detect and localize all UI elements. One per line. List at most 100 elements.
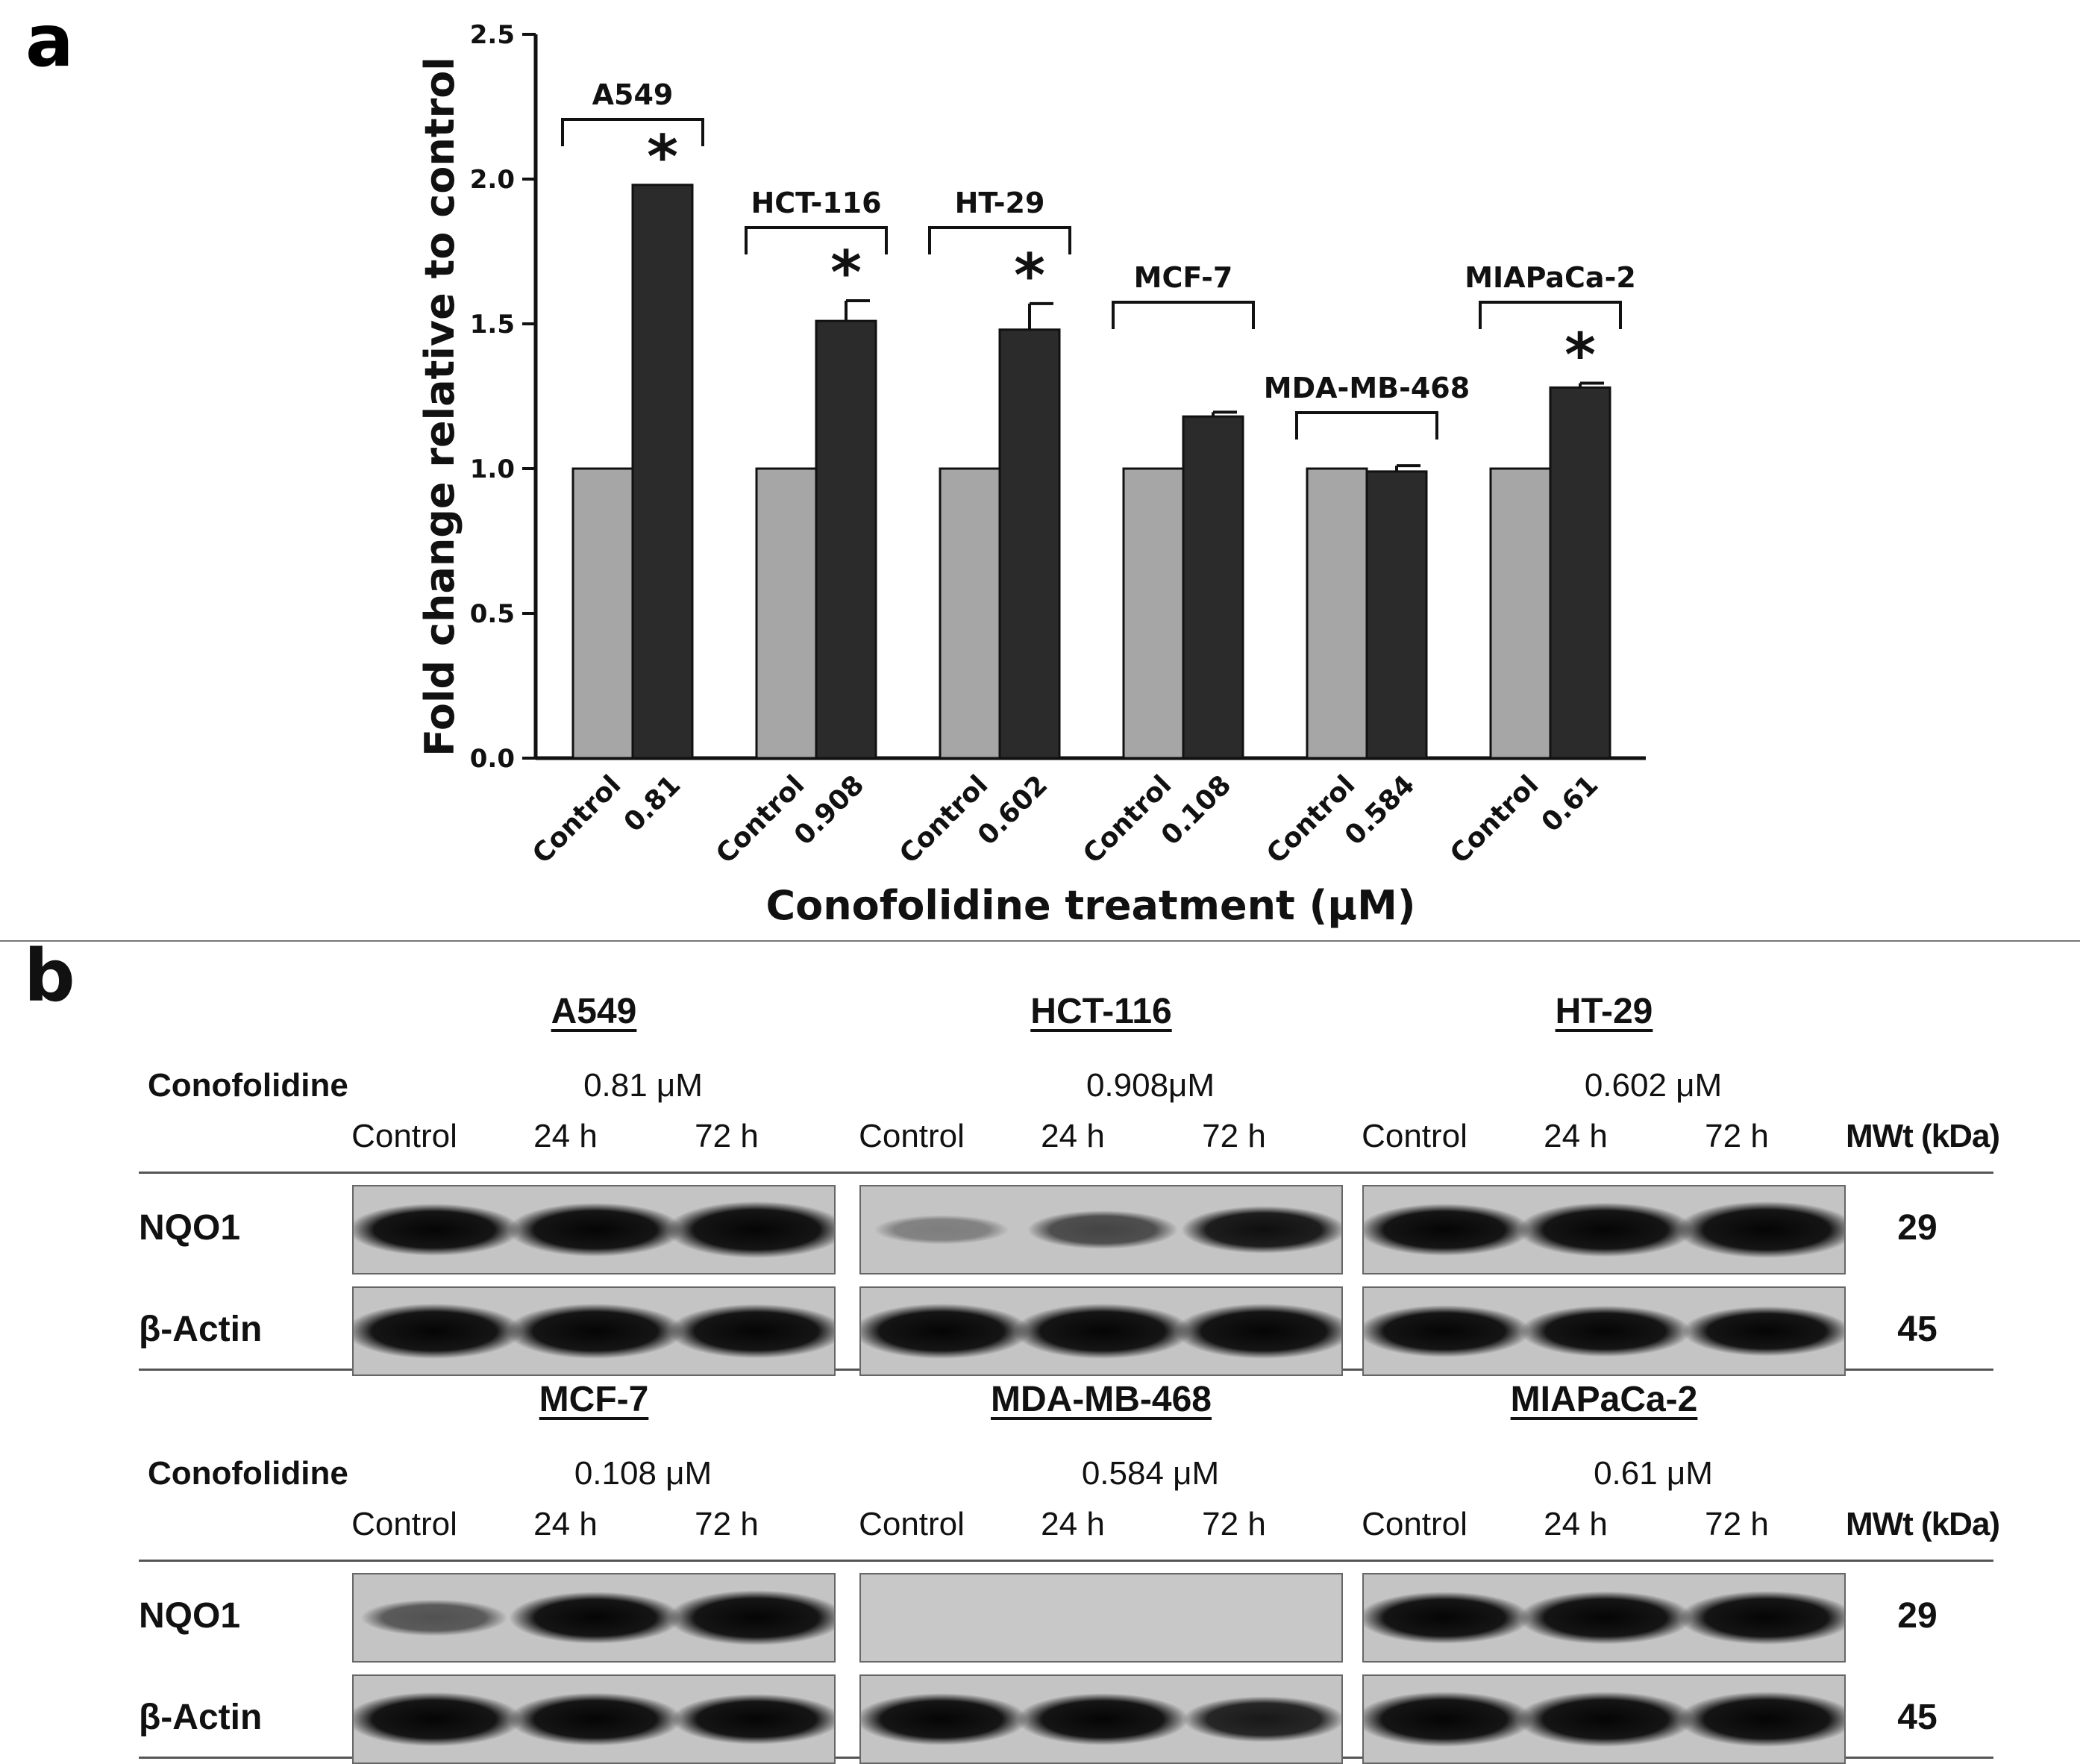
group-label-A549: A549 [592,78,674,111]
blot-band [668,1590,834,1645]
lane-label: 24 h [533,1118,598,1154]
molecular-weight: 45 [1897,1310,1938,1349]
panel-letter-a: a [25,0,74,83]
panel-letter-b: b [24,934,75,1018]
bar-chart: a 0.00.51.01.52.02.5Control0.81A549*Cont… [25,0,1646,929]
bar-HCT-116-control [755,467,818,760]
lane-label: 24 h [1544,1118,1608,1154]
blot-band [1175,1304,1341,1359]
blot-image [874,1206,1341,1254]
group-label-MCF-7: MCF-7 [1134,261,1233,294]
blot-strip-actin [859,1674,1343,1764]
significance-star: * [647,122,678,192]
bar-MDA-MB-468-control [1306,467,1368,760]
x-axis-title: Conofolidine treatment (μM) [765,882,1415,929]
cell-line-name: HT-29 [1555,992,1653,1031]
blot-band [1364,1204,1531,1256]
treatment-label: Conofolidine [148,1455,348,1492]
significance-star: * [1564,321,1596,390]
lane-label: Control [351,1118,457,1154]
blot-band [1013,1304,1192,1359]
blot-band [1679,1591,1844,1645]
blot-strip-nqo1 [352,1573,836,1663]
lane-label: 72 h [1202,1506,1266,1542]
bar-MCF-7-control [1122,467,1185,760]
group-bracket [1295,411,1438,440]
lane-label: 72 h [1202,1118,1266,1154]
blot-image [1364,1591,1844,1645]
blot-band [354,1204,521,1256]
blot-band [1027,1210,1178,1249]
lane-label: 72 h [695,1118,759,1154]
molecular-weight: 29 [1897,1596,1938,1636]
lane-label: Control [859,1506,965,1542]
blot-band [507,1203,683,1257]
group-bracket [1479,301,1622,329]
blot-band [1181,1206,1341,1254]
blot-image [354,1304,834,1359]
blot-band [1682,1306,1844,1357]
protein-label: NQO1 [139,1596,241,1636]
blot-band [668,1304,834,1359]
cell-line-name: MCF-7 [539,1380,649,1419]
lane-label: 72 h [1705,1506,1769,1542]
header-divider [139,1560,1993,1562]
group-bracket [928,226,1071,254]
bar-MIAPaCa-2-control [1489,467,1552,760]
blot-band [861,1304,1030,1359]
blot-strip-nqo1 [1362,1185,1846,1274]
lane-label: Control [1362,1118,1467,1154]
y-tick-label: 1.5 [470,310,515,340]
blot-strip-actin [859,1286,1343,1376]
bar-MIAPaCa-2-treated [1549,386,1611,760]
blot-band [1364,1592,1531,1644]
western-blot-panel: b Conofolidine MWt (kDa) A549 0.81 μM Contro… [0,934,2080,1764]
mwt-header: MWt (kDa) [1846,1118,2000,1154]
x-category-label: Control [894,769,994,869]
blot-band [506,1304,685,1359]
blot-strip-nqo1 [859,1573,1343,1663]
lane-label: 24 h [1544,1506,1608,1542]
mwt-header: MWt (kDa) [1846,1506,2000,1542]
concentration-label: 0.908μM [1086,1067,1215,1104]
blot-strip-nqo1 [352,1185,836,1274]
blot-band [1517,1202,1694,1257]
blot-image [1364,1201,1844,1258]
group-label-HCT-116: HCT-116 [751,187,881,219]
blot-strip-actin [1362,1286,1846,1376]
lane-label: 72 h [695,1506,759,1542]
x-category-label: Control [1261,769,1361,869]
bar-HT-29-treated [998,328,1061,760]
molecular-weight: 45 [1897,1698,1938,1737]
cell-line-name: MDA-MB-468 [990,1380,1212,1419]
lane-label: 24 h [1041,1506,1105,1542]
y-tick-label: 2.0 [470,165,515,195]
blot-image [861,1693,1341,1745]
x-category-label: 0.81 [618,769,687,838]
blot-band [1678,1692,1844,1747]
blot-band [360,1599,508,1636]
y-tick-label: 0.0 [470,744,515,774]
lane-label: Control [1362,1506,1467,1542]
cell-line-name: A549 [551,992,637,1031]
concentration-label: 0.61 μM [1594,1455,1713,1492]
header-divider [139,1172,1993,1174]
lane-label: 24 h [1041,1118,1105,1154]
blot-image [1364,1692,1844,1747]
blot-band [509,1592,682,1644]
molecular-weight: 29 [1897,1208,1938,1248]
x-category-label: Control [710,769,810,869]
blot-strip-nqo1 [1362,1573,1846,1663]
treatment-label: Conofolidine [148,1067,348,1104]
panel-divider [0,940,2080,942]
bar-A549-control [571,467,634,760]
blot-band [354,1304,523,1359]
blot-band [874,1215,1009,1245]
blot-band [1516,1692,1695,1747]
concentration-label: 0.602 μM [1584,1067,1723,1104]
lane-label: Control [859,1118,965,1154]
blot-image [1364,1305,1844,1357]
bar-A549-treated [631,184,694,760]
lane-label: Control [351,1506,457,1542]
blot-image [354,1201,834,1258]
